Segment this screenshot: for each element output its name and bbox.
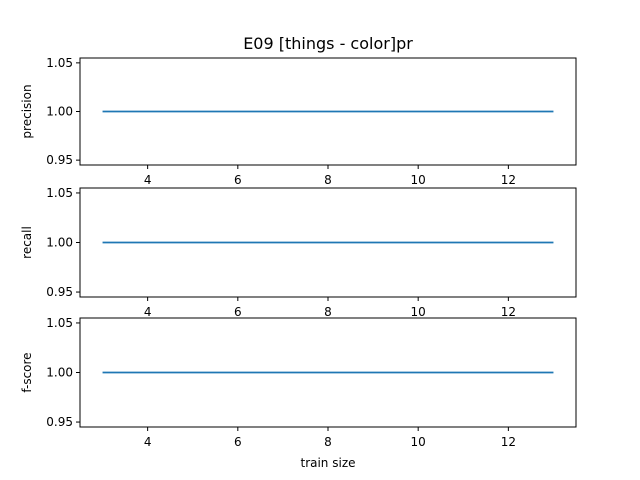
x-tick-label-precision-10: 10: [411, 173, 426, 187]
subplot-f-score: 4 6 8 10 12 0.95 1.00 1.05 f-score: [20, 316, 577, 449]
x-tick-label-f-score-4: 4: [144, 435, 152, 449]
x-tick-label-f-score-6: 6: [234, 435, 242, 449]
subplot-precision: 4 6 8 10 12 0.95 1.00 1.05 precision: [20, 56, 577, 187]
x-tick-label-precision-4: 4: [144, 173, 152, 187]
x-tick-label-f-score-10: 10: [411, 435, 426, 449]
y-tick-label-recall-0: 0.95: [46, 285, 73, 299]
x-tick-label-recall-12: 12: [501, 305, 516, 319]
y-tick-label-recall-2: 1.05: [46, 186, 73, 200]
x-tick-label-recall-8: 8: [324, 305, 332, 319]
x-tick-label-precision-12: 12: [501, 173, 516, 187]
subplot-recall: 4 6 8 10 12 0.95 1.00 1.05 recall: [20, 186, 577, 319]
x-tick-label-precision-6: 6: [234, 173, 242, 187]
chart-title: E09 [things - color]pr: [243, 34, 413, 53]
y-tick-label-precision-2: 1.05: [46, 56, 73, 70]
x-tick-label-f-score-12: 12: [501, 435, 516, 449]
x-tick-label-precision-8: 8: [324, 173, 332, 187]
x-axis-label: train size: [300, 456, 355, 470]
y-axis-label-f-score: f-score: [20, 352, 34, 392]
y-axis-label-precision: precision: [20, 84, 34, 138]
x-tick-label-recall-6: 6: [234, 305, 242, 319]
y-axis-label-recall: recall: [20, 226, 34, 259]
y-tick-label-precision-1: 1.00: [46, 105, 73, 119]
x-tick-label-recall-4: 4: [144, 305, 152, 319]
y-tick-label-recall-1: 1.00: [46, 236, 73, 250]
y-tick-label-f-score-0: 0.95: [46, 415, 73, 429]
y-tick-label-precision-0: 0.95: [46, 153, 73, 167]
y-tick-label-f-score-1: 1.00: [46, 366, 73, 380]
x-tick-label-f-score-8: 8: [324, 435, 332, 449]
x-tick-label-recall-10: 10: [411, 305, 426, 319]
subplot-stack: 4 6 8 10 12 0.95 1.00 1.05 precision 4 6 8 10 12 0.95 1…: [20, 56, 577, 449]
y-tick-label-f-score-2: 1.05: [46, 316, 73, 330]
